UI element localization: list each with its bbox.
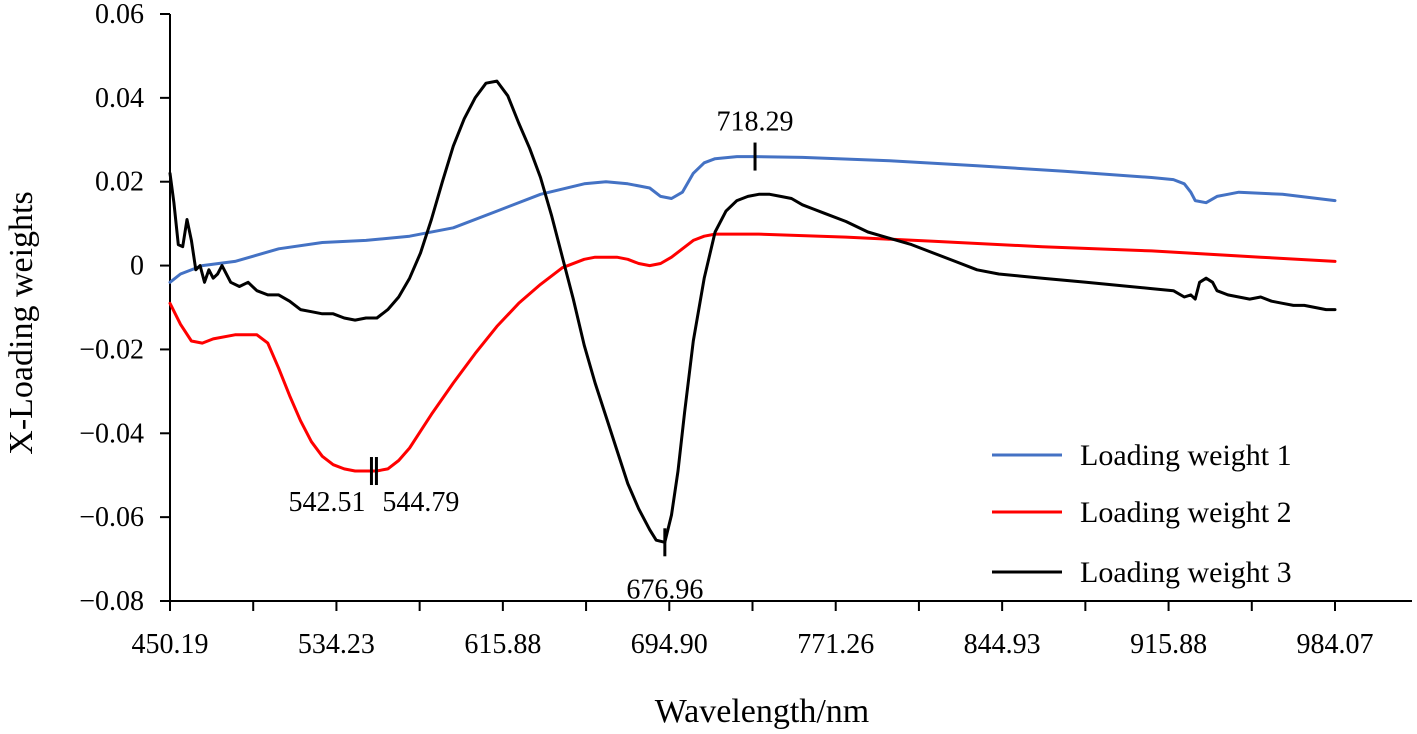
annotation-label: 542.51: [288, 487, 365, 518]
series-layer: [168, 79, 1337, 544]
x-tick-label: 984.07: [1297, 629, 1374, 660]
y-tick-label: 0.02: [95, 167, 144, 198]
y-tick-label: 0: [130, 251, 144, 282]
series-line-3: [168, 79, 1337, 544]
series-line-1: [168, 155, 1337, 284]
y-tick-label: −0.06: [79, 502, 144, 533]
axes: 0.06 0.04 0.02 0 −0.02 −0.04 −0.06 −0.08 450.19 5…: [79, 0, 1412, 660]
annotation-label: 718.29: [717, 107, 794, 138]
y-tick-label: 0.06: [95, 0, 144, 30]
x-tick-label: 844.93: [964, 629, 1041, 660]
annotations: 718.29 542.51 544.79 676.96: [288, 107, 793, 606]
x-tick-label: 771.26: [797, 629, 874, 660]
annotation-label: 676.96: [626, 574, 703, 605]
y-tick-label: −0.02: [79, 334, 144, 365]
legend-label: Loading weight 2: [1080, 496, 1292, 529]
y-tick-label: −0.08: [79, 586, 144, 617]
legend: Loading weight 1 Loading weight 2 Loading …: [992, 439, 1292, 589]
y-axis-title: X-Loading weights: [3, 191, 40, 454]
y-tick-label: 0.04: [95, 83, 144, 114]
x-tick-label: 534.23: [298, 629, 375, 660]
x-tick-label: 694.90: [631, 629, 708, 660]
series-line-2: [168, 232, 1337, 473]
y-tick-label: −0.04: [79, 418, 144, 449]
legend-label: Loading weight 1: [1080, 439, 1292, 472]
x-tick-label: 915.88: [1130, 629, 1207, 660]
x-axis-title: Wavelength/nm: [655, 693, 869, 730]
legend-label: Loading weight 3: [1080, 556, 1292, 589]
annotation-label: 544.79: [382, 487, 459, 518]
x-tick-label: 615.88: [464, 629, 541, 660]
x-tick-label: 450.19: [132, 629, 209, 660]
